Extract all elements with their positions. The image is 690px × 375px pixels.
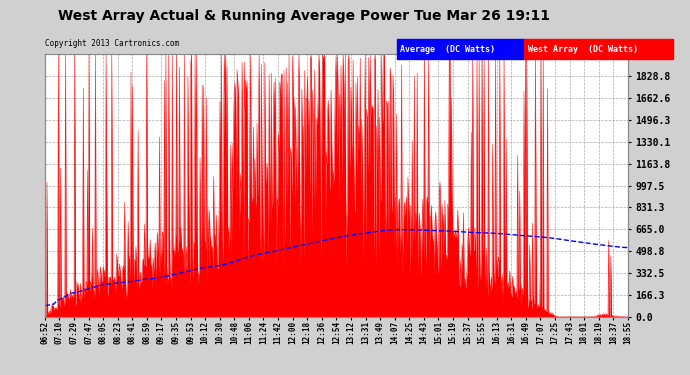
Text: West Array Actual & Running Average Power Tue Mar 26 19:11: West Array Actual & Running Average Powe… [57, 9, 550, 23]
Text: Copyright 2013 Cartronics.com: Copyright 2013 Cartronics.com [45, 39, 179, 48]
Text: West Array  (DC Watts): West Array (DC Watts) [528, 45, 638, 54]
Text: Average  (DC Watts): Average (DC Watts) [400, 45, 495, 54]
